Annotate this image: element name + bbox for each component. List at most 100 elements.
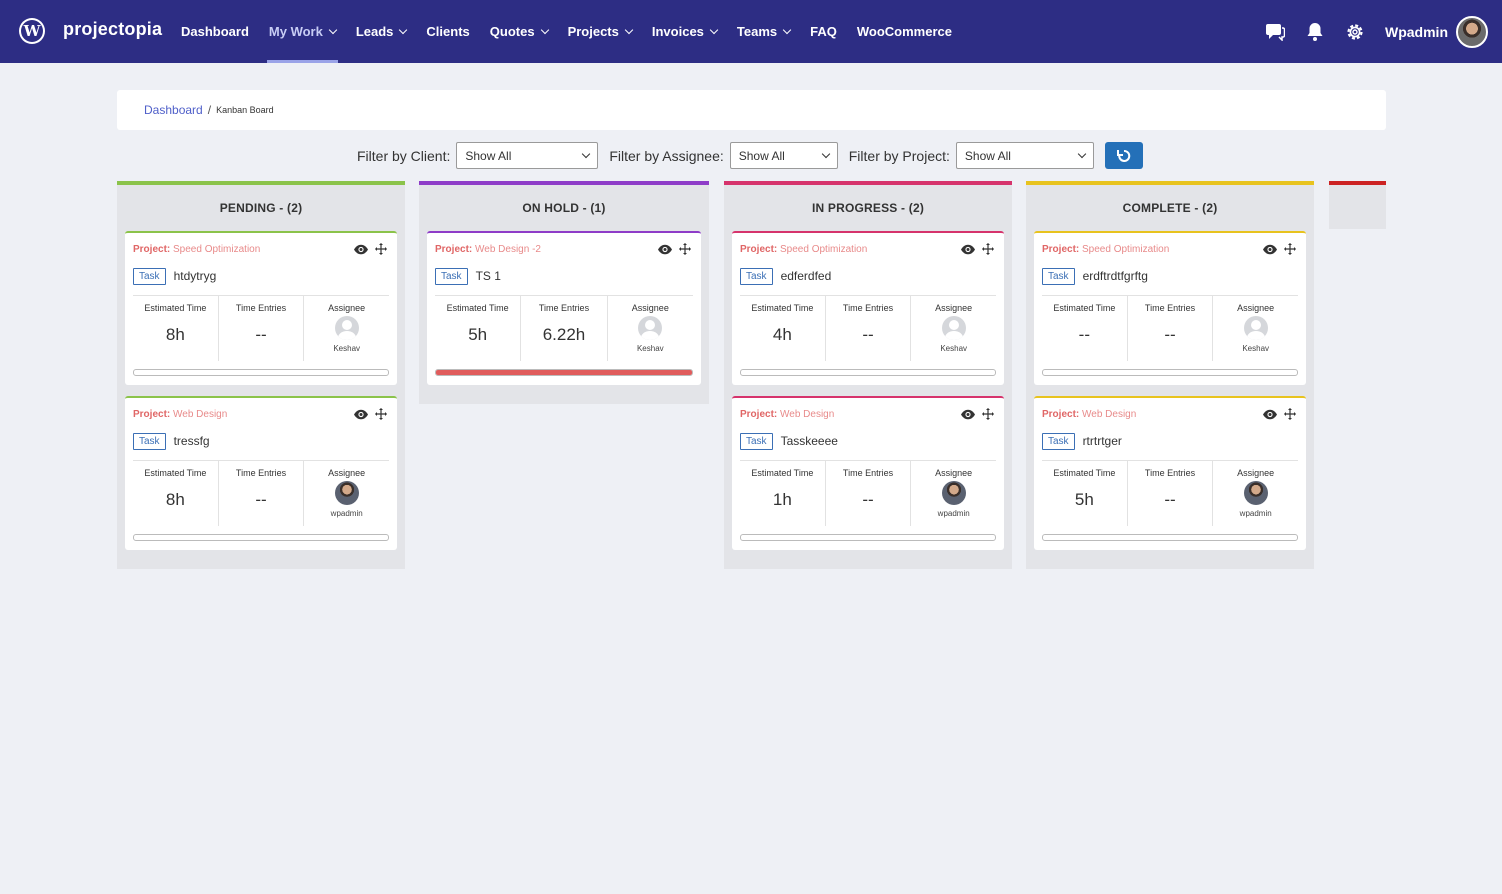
project-prefix: Project:	[740, 243, 778, 255]
eye-icon[interactable]	[353, 407, 369, 421]
card-project: Project: Web Design -2	[435, 244, 541, 255]
task-badge[interactable]: Task	[1042, 267, 1075, 285]
task-row: Task TS 1	[435, 266, 693, 286]
project-name[interactable]: Speed Optimization	[173, 243, 261, 255]
chevron-down-icon	[328, 25, 338, 34]
task-card[interactable]: Project: Speed Optimization Task edferdfed…	[732, 231, 1004, 385]
project-name[interactable]: Web Design	[173, 408, 228, 420]
stat-estimated: Estimated Time 8h	[133, 296, 218, 361]
wordpress-logo-icon[interactable]: W	[19, 18, 45, 44]
project-name[interactable]: Web Design	[1082, 408, 1137, 420]
chat-icon[interactable]	[1263, 20, 1287, 44]
eye-icon[interactable]	[657, 242, 673, 256]
task-badge[interactable]: Task	[133, 432, 166, 450]
user-name[interactable]: Wpadmin	[1385, 23, 1448, 40]
project-name[interactable]: Web Design	[780, 408, 835, 420]
card-stats: Estimated Time 5h Time Entries 6.22h Assigne…	[435, 295, 693, 361]
refresh-button[interactable]	[1104, 142, 1143, 169]
task-card[interactable]: Project: Web Design Task Tasskeeee Estimate…	[732, 396, 1004, 550]
time-entries-value: 6.22h	[542, 325, 586, 344]
stat-label: Assignee	[1237, 468, 1275, 478]
column-title: ON HOLD - (1)	[522, 201, 606, 215]
nav-item-woocommerce[interactable]: WooCommerce	[857, 0, 952, 63]
task-name: tressfg	[173, 434, 210, 448]
nav-item-clients[interactable]: Clients	[426, 0, 469, 63]
stat-label: Time Entries	[538, 303, 590, 313]
progress-bar	[740, 534, 996, 541]
estimated-time-value: 8h	[165, 325, 185, 344]
nav-item-label: Teams	[736, 24, 778, 39]
eye-icon[interactable]	[960, 407, 976, 421]
gear-icon[interactable]	[1343, 20, 1367, 44]
breadcrumb-dashboard-link[interactable]: Dashboard	[144, 103, 203, 117]
stat-assignee: Assignee wpadmin	[1212, 461, 1298, 526]
move-icon[interactable]	[373, 242, 389, 256]
nav-item-projects[interactable]: Projects	[567, 0, 634, 63]
project-prefix: Project:	[133, 408, 171, 420]
stat-label: Estimated Time	[1053, 303, 1116, 313]
task-card[interactable]: Project: Web Design -2 Task TS 1 Estimated …	[427, 231, 701, 385]
assignee-avatar	[941, 481, 966, 505]
estimated-time-value: --	[1078, 325, 1090, 344]
task-card[interactable]: Project: Web Design Task rtrtrtger Estimate…	[1034, 396, 1306, 550]
task-badge[interactable]: Task	[133, 267, 166, 285]
project-prefix: Project:	[1042, 243, 1080, 255]
filter-project-select[interactable]: Show All	[955, 142, 1094, 169]
progress-bar	[1042, 534, 1298, 541]
task-badge[interactable]: Task	[740, 432, 773, 450]
stat-label: Estimated Time	[751, 303, 814, 313]
nav-item-dashboard[interactable]: Dashboard	[181, 0, 249, 63]
stat-assignee: Assignee wpadmin	[303, 461, 389, 526]
move-icon[interactable]	[980, 242, 996, 256]
task-badge[interactable]: Task	[1042, 432, 1075, 450]
nav-item-label: Projects	[567, 24, 619, 39]
kanban-column: IN PROGRESS - (2) Project: Speed Optimiza…	[724, 181, 1012, 569]
nav-item-faq[interactable]: FAQ	[810, 0, 837, 63]
card-project: Project: Web Design	[1042, 409, 1136, 420]
move-icon[interactable]	[1282, 407, 1298, 421]
assignee-avatar	[1243, 481, 1268, 505]
stat-estimated: Estimated Time 5h	[435, 296, 520, 361]
project-name[interactable]: Speed Optimization	[780, 243, 868, 255]
user-avatar[interactable]	[1456, 15, 1488, 48]
brand-name[interactable]: projectopia	[63, 19, 163, 39]
eye-icon[interactable]	[1262, 407, 1278, 421]
move-icon[interactable]	[677, 242, 693, 256]
progress-bar	[1042, 369, 1298, 376]
main-menu: Dashboard My Work Leads Clients Quotes Projec…	[181, 0, 972, 63]
card-header: Project: Speed Optimization	[1042, 233, 1298, 265]
eye-icon[interactable]	[1262, 242, 1278, 256]
project-name[interactable]: Speed Optimization	[1082, 243, 1170, 255]
nav-item-invoices[interactable]: Invoices	[652, 0, 719, 63]
bell-icon[interactable]	[1303, 20, 1327, 44]
nav-item-leads[interactable]: Leads	[355, 0, 408, 63]
eye-icon[interactable]	[960, 242, 976, 256]
filter-assignee-select[interactable]: Show All	[729, 142, 838, 169]
move-icon[interactable]	[1282, 242, 1298, 256]
move-icon[interactable]	[980, 407, 996, 421]
nav-item-my-work[interactable]: My Work	[266, 0, 338, 63]
task-badge[interactable]: Task	[435, 267, 468, 285]
assignee-name: wpadmin	[330, 509, 363, 518]
eye-icon[interactable]	[353, 242, 369, 256]
task-card[interactable]: Project: Web Design Task tressfg Estimated …	[125, 396, 397, 550]
nav-item-label: Leads	[355, 24, 394, 39]
move-icon[interactable]	[373, 407, 389, 421]
task-row: Task erdftrdtfgrftg	[1042, 266, 1298, 286]
stat-label: Assignee	[935, 303, 973, 313]
kanban-column: PENDING - (2) Project: Speed Optimization…	[117, 181, 405, 569]
task-badge[interactable]: Task	[740, 267, 773, 285]
task-card[interactable]: Project: Speed Optimization Task htdytryg E…	[125, 231, 397, 385]
nav-item-teams[interactable]: Teams	[736, 0, 792, 63]
card-actions	[349, 242, 389, 256]
nav-item-quotes[interactable]: Quotes	[490, 0, 549, 63]
assignee-avatar	[1243, 316, 1268, 340]
card-project: Project: Speed Optimization	[1042, 244, 1169, 255]
stat-assignee: Assignee wpadmin	[910, 461, 996, 526]
assignee-name: Keshav	[1242, 344, 1270, 353]
project-name[interactable]: Web Design -2	[475, 243, 541, 255]
stat-estimated: Estimated Time 5h	[1042, 461, 1127, 526]
filter-client-select[interactable]: Show All	[456, 142, 599, 169]
card-header: Project: Web Design	[133, 398, 389, 430]
task-card[interactable]: Project: Speed Optimization Task erdftrdtf…	[1034, 231, 1306, 385]
